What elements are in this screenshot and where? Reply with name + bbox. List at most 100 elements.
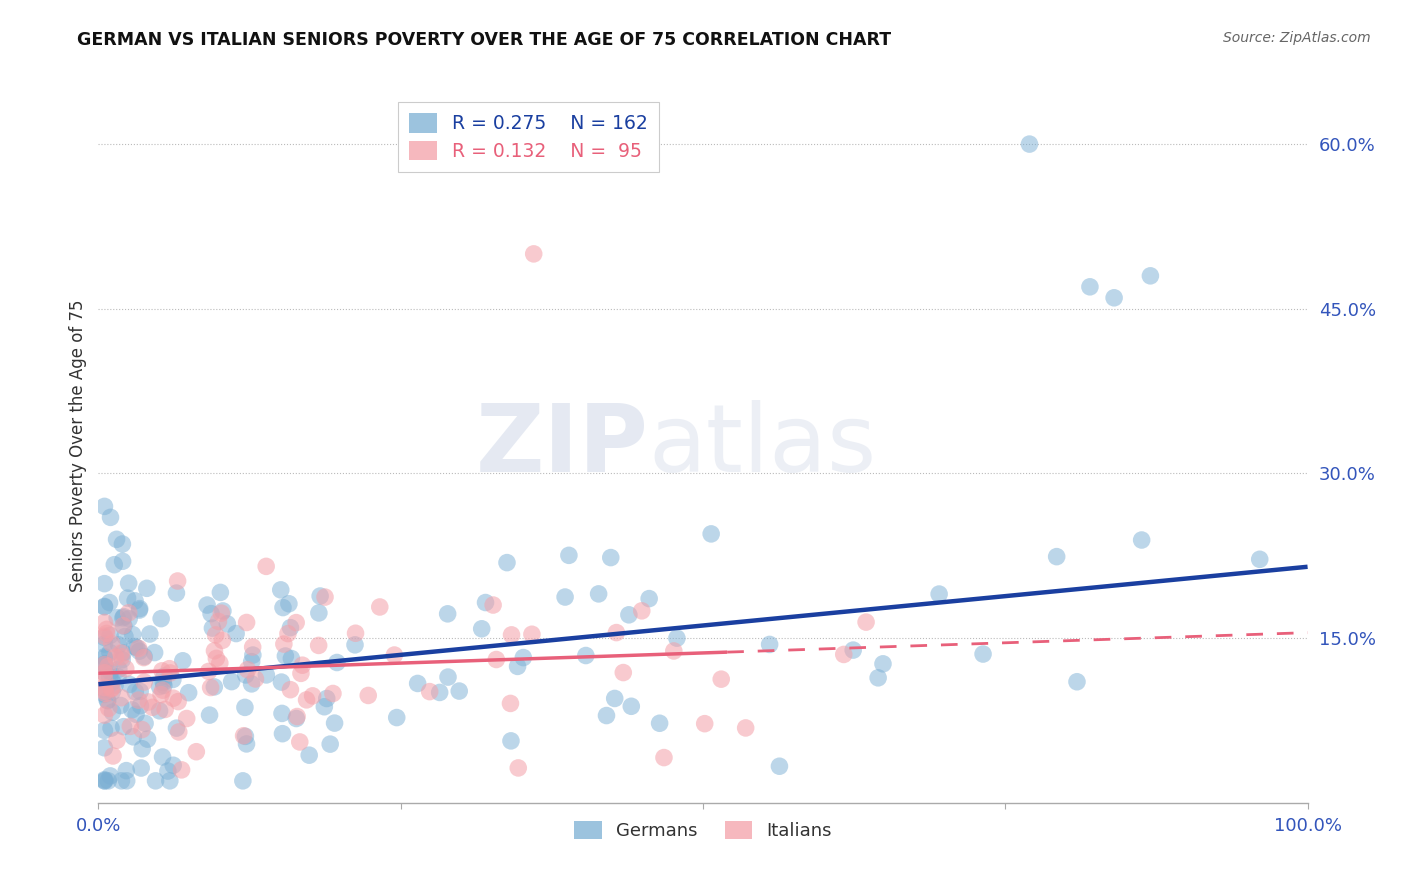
Point — [499, 734, 522, 748]
Point — [575, 648, 598, 663]
Point — [176, 712, 198, 726]
Point — [103, 558, 125, 572]
Point — [134, 675, 156, 690]
Point — [617, 607, 640, 622]
Point — [93, 773, 115, 788]
Point — [93, 665, 115, 680]
Point — [240, 677, 263, 691]
Point — [449, 684, 471, 698]
Point — [93, 599, 115, 614]
Point — [111, 537, 134, 551]
Point — [111, 554, 134, 568]
Point — [558, 549, 581, 563]
Point — [242, 648, 264, 662]
Point — [111, 611, 134, 625]
Point — [344, 626, 367, 640]
Point — [98, 596, 121, 610]
Point — [96, 623, 118, 637]
Point — [499, 697, 522, 711]
Point — [612, 665, 634, 680]
Point — [200, 607, 222, 621]
Point — [114, 630, 136, 644]
Text: ZIP: ZIP — [475, 400, 648, 492]
Point — [153, 669, 176, 683]
Point — [603, 691, 626, 706]
Point — [842, 643, 865, 657]
Point — [159, 665, 181, 680]
Point — [93, 599, 115, 614]
Point — [115, 773, 138, 788]
Point — [101, 705, 124, 719]
Point — [138, 695, 160, 709]
Point — [93, 773, 115, 788]
Point — [121, 703, 143, 717]
Point — [758, 637, 780, 651]
Point — [437, 670, 460, 684]
Point — [271, 727, 294, 741]
Point — [343, 638, 366, 652]
Point — [101, 681, 124, 695]
Point — [485, 652, 508, 666]
Point — [150, 664, 173, 678]
Point — [235, 615, 257, 630]
Point — [240, 655, 263, 669]
Point — [221, 674, 243, 689]
Point — [136, 732, 159, 747]
Point — [110, 698, 132, 713]
Point — [648, 716, 671, 731]
Point — [94, 684, 117, 698]
Text: atlas: atlas — [648, 400, 877, 492]
Point — [170, 763, 193, 777]
Point — [93, 772, 115, 787]
Point — [638, 591, 661, 606]
Point — [501, 628, 523, 642]
Point — [112, 619, 135, 633]
Point — [100, 681, 122, 696]
Point — [120, 719, 142, 733]
Point — [166, 721, 188, 735]
Point — [482, 598, 505, 612]
Point — [93, 740, 115, 755]
Point — [145, 773, 167, 788]
Point — [93, 681, 115, 695]
Point — [322, 686, 344, 700]
Point — [100, 721, 122, 735]
Point — [384, 648, 406, 662]
Point — [277, 626, 299, 640]
Point — [101, 685, 124, 699]
Point — [204, 644, 226, 658]
Point — [291, 658, 314, 673]
Point — [197, 665, 219, 679]
Point — [93, 631, 115, 645]
Point — [124, 685, 146, 699]
Point — [104, 678, 127, 692]
Point — [125, 707, 148, 722]
Point — [124, 640, 146, 654]
Point — [132, 650, 155, 665]
Point — [588, 587, 610, 601]
Point — [205, 651, 228, 665]
Point — [235, 668, 257, 682]
Point — [128, 641, 150, 656]
Point — [135, 582, 157, 596]
Point — [209, 585, 232, 599]
Point — [153, 678, 176, 692]
Point — [520, 627, 543, 641]
Point — [357, 689, 380, 703]
Point — [209, 606, 232, 620]
Point — [93, 649, 115, 664]
Point — [368, 599, 391, 614]
Text: GERMAN VS ITALIAN SENIORS POVERTY OVER THE AGE OF 75 CORRELATION CHART: GERMAN VS ITALIAN SENIORS POVERTY OVER T… — [77, 31, 891, 49]
Point — [112, 609, 135, 624]
Point — [129, 698, 152, 713]
Point — [139, 627, 162, 641]
Point — [972, 647, 994, 661]
Point — [177, 686, 200, 700]
Point — [112, 618, 135, 632]
Point — [110, 690, 132, 705]
Point — [98, 769, 121, 783]
Point — [872, 657, 894, 671]
Point — [235, 730, 257, 744]
Point — [1249, 552, 1271, 566]
Point — [693, 716, 716, 731]
